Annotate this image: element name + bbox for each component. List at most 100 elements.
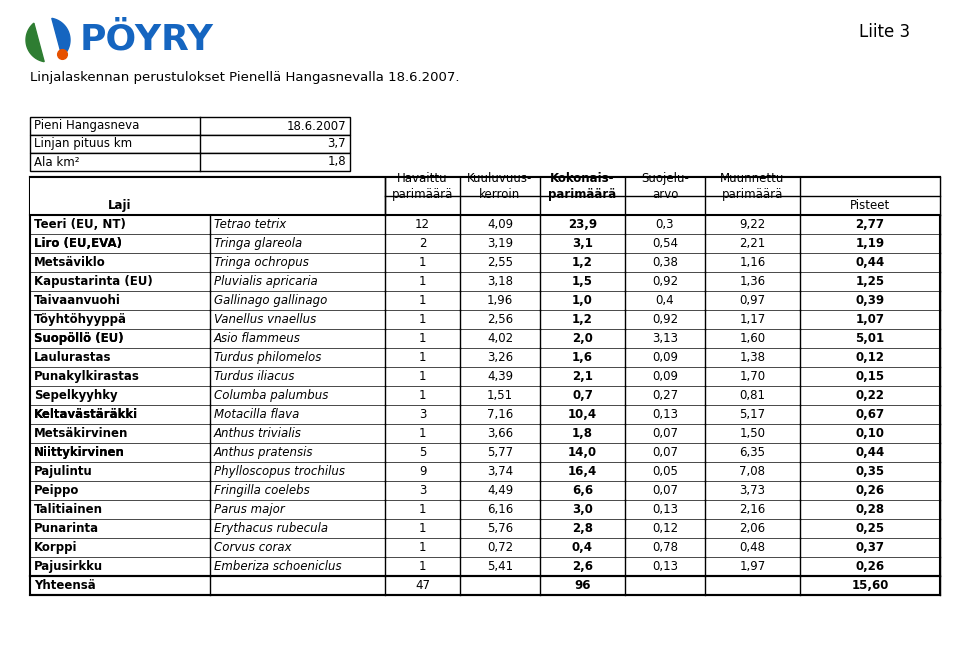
- Text: Asio flammeus: Asio flammeus: [214, 332, 301, 345]
- Text: 1: 1: [419, 541, 426, 554]
- Text: 4,49: 4,49: [487, 484, 513, 497]
- Text: 0,78: 0,78: [652, 541, 678, 554]
- Text: Kokonais-
parimäärä: Kokonais- parimäärä: [549, 172, 617, 201]
- Text: Kuuluvuus-
kerroin: Kuuluvuus- kerroin: [467, 172, 532, 201]
- Text: Corvus corax: Corvus corax: [214, 541, 292, 554]
- Text: 0,97: 0,97: [739, 294, 765, 307]
- Text: 0,09: 0,09: [652, 351, 678, 364]
- Text: Suojelu-
arvo: Suojelu- arvo: [641, 172, 689, 201]
- Text: 2,6: 2,6: [572, 560, 593, 573]
- Text: Punakylkirastas: Punakylkirastas: [34, 370, 140, 383]
- Text: Niittykirvinen: Niittykirvinen: [34, 446, 125, 459]
- Text: 0,44: 0,44: [855, 256, 884, 269]
- Text: 1,51: 1,51: [487, 389, 513, 402]
- Text: 3,1: 3,1: [573, 237, 593, 250]
- Text: 0,05: 0,05: [652, 465, 678, 478]
- Text: Laulurastas: Laulurastas: [34, 351, 111, 364]
- Text: 4,39: 4,39: [487, 370, 513, 383]
- Text: 0,15: 0,15: [855, 370, 884, 383]
- Text: 2,77: 2,77: [855, 218, 884, 231]
- Text: 0,4: 0,4: [572, 541, 593, 554]
- Text: 0,26: 0,26: [855, 560, 884, 573]
- Text: Keltavästäräkki: Keltavästäräkki: [34, 408, 138, 421]
- Text: Taivaanvuohi: Taivaanvuohi: [34, 294, 121, 307]
- Text: 2,55: 2,55: [487, 256, 513, 269]
- Text: Laji: Laji: [108, 199, 131, 212]
- Text: 2,1: 2,1: [573, 370, 593, 383]
- Text: 0,81: 0,81: [739, 389, 765, 402]
- Text: 0,25: 0,25: [855, 522, 884, 535]
- Text: 3,19: 3,19: [487, 237, 513, 250]
- Text: 0,13: 0,13: [652, 408, 678, 421]
- Text: Pieni Hangasneva: Pieni Hangasneva: [34, 119, 139, 133]
- Text: 5: 5: [419, 446, 426, 459]
- Text: 2,56: 2,56: [487, 313, 513, 326]
- Text: 6,16: 6,16: [487, 503, 513, 516]
- Text: 0,38: 0,38: [652, 256, 678, 269]
- Text: 4,02: 4,02: [487, 332, 513, 345]
- Text: 47: 47: [415, 579, 430, 592]
- Text: 0,7: 0,7: [573, 389, 593, 402]
- Bar: [30, 177, 940, 595]
- Text: 5,01: 5,01: [855, 332, 884, 345]
- Text: Liro (EU,EVA): Liro (EU,EVA): [34, 237, 122, 250]
- Text: 2,06: 2,06: [739, 522, 765, 535]
- Text: Pluvialis apricaria: Pluvialis apricaria: [214, 275, 317, 288]
- Text: 1: 1: [419, 351, 426, 364]
- Text: 3: 3: [419, 484, 426, 497]
- Text: 1: 1: [419, 389, 426, 402]
- Text: 5,17: 5,17: [739, 408, 765, 421]
- Text: Turdus iliacus: Turdus iliacus: [214, 370, 294, 383]
- Text: 0,07: 0,07: [652, 427, 678, 440]
- Text: 0,12: 0,12: [855, 351, 884, 364]
- Text: Metsäkirvinen: Metsäkirvinen: [34, 427, 129, 440]
- Text: 0,92: 0,92: [652, 313, 678, 326]
- Text: 1,07: 1,07: [855, 313, 884, 326]
- Text: Suopöllö (EU): Suopöllö (EU): [34, 332, 124, 345]
- Text: 0,4: 0,4: [656, 294, 674, 307]
- Text: 1,17: 1,17: [739, 313, 765, 326]
- Bar: [30, 153, 350, 171]
- Text: 1: 1: [419, 275, 426, 288]
- Text: 15,60: 15,60: [852, 579, 889, 592]
- Text: 1,6: 1,6: [572, 351, 593, 364]
- Text: Korppi: Korppi: [34, 541, 78, 554]
- Text: 2: 2: [419, 237, 426, 250]
- Text: 3,7: 3,7: [327, 137, 346, 151]
- Text: 5,76: 5,76: [487, 522, 513, 535]
- Text: 3,66: 3,66: [487, 427, 513, 440]
- Text: 0,27: 0,27: [652, 389, 678, 402]
- Text: 9,22: 9,22: [739, 218, 765, 231]
- Text: 1,5: 1,5: [572, 275, 593, 288]
- Bar: [30, 117, 350, 135]
- Text: 3,0: 3,0: [573, 503, 593, 516]
- Text: Pajusirkku: Pajusirkku: [34, 560, 104, 573]
- Text: 7,16: 7,16: [487, 408, 513, 421]
- Text: 1,16: 1,16: [739, 256, 765, 269]
- Text: 2,16: 2,16: [739, 503, 765, 516]
- Text: 1,25: 1,25: [855, 275, 884, 288]
- Text: Turdus philomelos: Turdus philomelos: [214, 351, 321, 364]
- Text: Keltavästäräkki: Keltavästäräkki: [34, 408, 138, 421]
- Text: 12: 12: [415, 218, 430, 231]
- Text: 1,36: 1,36: [739, 275, 765, 288]
- Text: 7,08: 7,08: [739, 465, 765, 478]
- Text: Tetrao tetrix: Tetrao tetrix: [214, 218, 286, 231]
- Text: 1: 1: [419, 313, 426, 326]
- Text: 2,8: 2,8: [572, 522, 593, 535]
- Text: 1: 1: [419, 427, 426, 440]
- Bar: [30, 177, 940, 215]
- Text: Ala km²: Ala km²: [34, 155, 80, 169]
- Text: 0,92: 0,92: [652, 275, 678, 288]
- Text: 23,9: 23,9: [568, 218, 597, 231]
- Text: 0,07: 0,07: [652, 484, 678, 497]
- Text: 96: 96: [574, 579, 591, 592]
- Polygon shape: [26, 23, 44, 61]
- Text: 1,96: 1,96: [487, 294, 513, 307]
- Text: 0,72: 0,72: [487, 541, 513, 554]
- Text: Emberiza schoeniclus: Emberiza schoeniclus: [214, 560, 341, 573]
- Text: 1,0: 1,0: [573, 294, 593, 307]
- Text: Teeri (EU, NT): Teeri (EU, NT): [34, 218, 126, 231]
- Text: 2,0: 2,0: [573, 332, 593, 345]
- Text: Kapustarinta (EU): Kapustarinta (EU): [34, 275, 152, 288]
